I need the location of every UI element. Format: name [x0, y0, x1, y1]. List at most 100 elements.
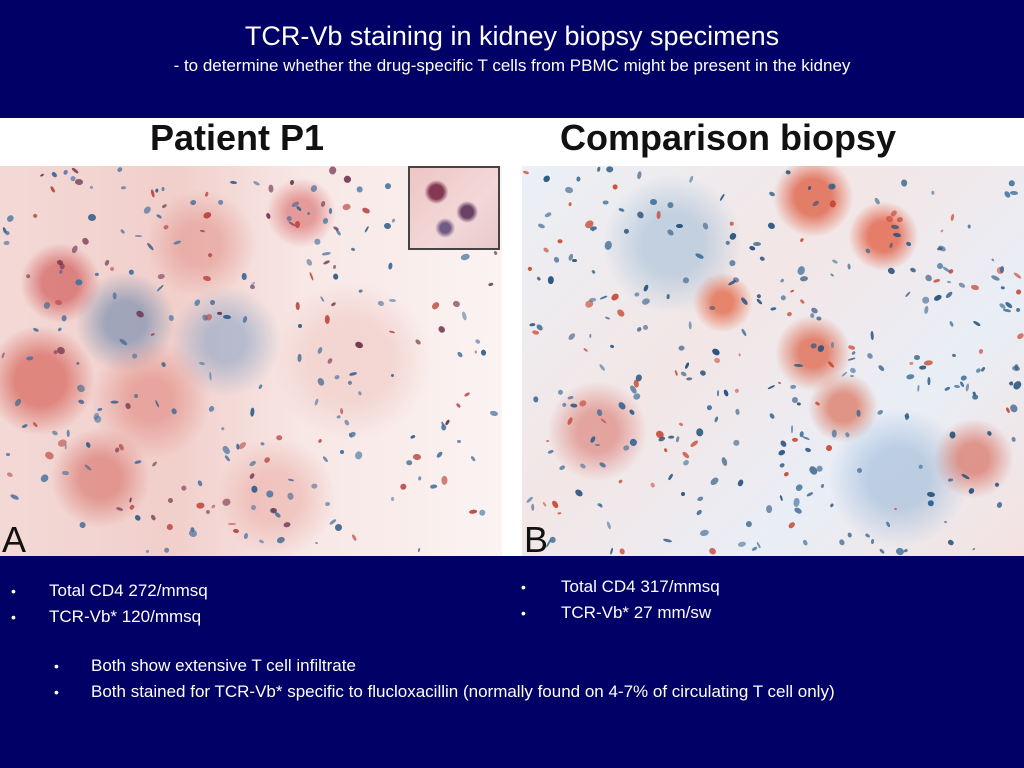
- stained-nucleus: [768, 190, 776, 198]
- stained-nucleus: [353, 340, 364, 350]
- stained-nucleus: [849, 367, 857, 375]
- stained-nucleus: [556, 511, 562, 515]
- stained-nucleus: [628, 408, 636, 416]
- stained-nucleus: [40, 473, 51, 484]
- list-item: • TCR-Vb* 27 mm/sw: [521, 600, 1001, 626]
- stained-nucleus: [926, 491, 936, 498]
- stained-nucleus: [457, 351, 464, 359]
- stained-nucleus: [825, 443, 833, 452]
- stained-nucleus: [831, 341, 835, 348]
- stained-nucleus: [173, 240, 182, 246]
- stained-nucleus: [258, 383, 264, 390]
- stained-nucleus: [903, 290, 911, 298]
- stained-nucleus: [716, 389, 719, 396]
- stained-nucleus: [802, 539, 809, 547]
- stained-nucleus: [944, 520, 948, 523]
- stained-nucleus: [230, 180, 238, 185]
- stained-nucleus: [3, 240, 10, 245]
- stained-nucleus: [827, 360, 836, 369]
- stained-nucleus: [609, 547, 614, 556]
- stained-nucleus: [681, 450, 690, 459]
- stained-nucleus: [970, 284, 980, 291]
- stained-nucleus: [252, 179, 260, 186]
- stained-nucleus: [919, 365, 927, 370]
- stained-nucleus: [332, 273, 339, 280]
- stained-nucleus: [804, 447, 813, 454]
- stained-nucleus: [223, 314, 232, 320]
- stained-nucleus: [383, 181, 392, 190]
- stained-nucleus: [1012, 379, 1024, 391]
- stained-nucleus: [694, 252, 705, 260]
- stained-nucleus: [332, 225, 339, 232]
- panel-a-letter: A: [2, 519, 27, 557]
- stained-nucleus: [527, 265, 534, 272]
- stained-nucleus: [634, 292, 641, 298]
- stained-nucleus: [711, 347, 722, 357]
- stained-nucleus: [589, 333, 592, 339]
- stained-nucleus: [96, 407, 103, 413]
- stained-nucleus: [347, 380, 354, 386]
- stained-nucleus: [947, 538, 955, 546]
- stained-nucleus: [996, 501, 1003, 509]
- stained-nucleus: [323, 259, 331, 265]
- stained-nucleus: [21, 423, 29, 429]
- stained-nucleus: [913, 354, 921, 360]
- stained-nucleus: [924, 359, 934, 366]
- stained-nucleus: [950, 213, 955, 221]
- stained-nucleus: [957, 281, 966, 289]
- stained-nucleus: [649, 482, 656, 489]
- stained-nucleus: [678, 422, 685, 428]
- stained-nucleus: [766, 383, 775, 390]
- stained-nucleus: [537, 222, 546, 229]
- stained-nucleus: [413, 453, 422, 460]
- stained-nucleus: [487, 282, 494, 288]
- stained-nucleus: [276, 435, 283, 441]
- stained-nucleus: [117, 166, 123, 173]
- stained-nucleus: [51, 429, 59, 436]
- stained-nucleus: [542, 246, 550, 254]
- stained-nucleus: [463, 391, 471, 398]
- stained-nucleus: [532, 396, 539, 403]
- stained-nucleus: [536, 276, 542, 282]
- stained-nucleus: [210, 504, 216, 510]
- stained-nucleus: [294, 221, 300, 229]
- stained-nucleus: [134, 235, 142, 238]
- stained-nucleus: [163, 547, 170, 554]
- stained-nucleus: [878, 548, 886, 556]
- stained-nucleus: [111, 401, 119, 404]
- stained-nucleus: [268, 184, 275, 193]
- stained-nucleus: [978, 348, 984, 355]
- stained-nucleus: [830, 273, 835, 278]
- stained-nucleus: [574, 488, 585, 498]
- stained-nucleus: [295, 301, 300, 310]
- stained-nucleus: [251, 485, 259, 493]
- stained-nucleus: [949, 320, 955, 328]
- stained-nucleus: [893, 508, 898, 511]
- stained-nucleus: [480, 349, 487, 357]
- stained-nucleus: [336, 415, 342, 420]
- stained-nucleus: [32, 213, 39, 220]
- stained-nucleus: [967, 487, 975, 496]
- stained-nucleus: [814, 400, 821, 407]
- stained-nucleus: [75, 361, 80, 367]
- stained-nucleus: [288, 478, 295, 483]
- stained-nucleus: [642, 324, 650, 332]
- stained-nucleus: [489, 409, 499, 417]
- stained-nucleus: [327, 357, 334, 365]
- stained-nucleus: [320, 200, 327, 208]
- stained-nucleus: [219, 426, 225, 431]
- stained-nucleus: [947, 479, 954, 483]
- stained-nucleus: [635, 209, 645, 219]
- stained-nucleus: [265, 212, 272, 221]
- stained-nucleus: [78, 521, 87, 530]
- stained-nucleus: [25, 356, 33, 361]
- stained-nucleus: [276, 535, 287, 544]
- stained-nucleus: [951, 353, 957, 358]
- stained-nucleus: [793, 506, 803, 515]
- stained-nucleus: [909, 266, 917, 273]
- stained-nucleus: [873, 196, 881, 205]
- stained-nucleus: [474, 338, 481, 345]
- stained-nucleus: [589, 435, 597, 444]
- stained-nucleus: [129, 269, 136, 276]
- stained-nucleus: [31, 421, 39, 429]
